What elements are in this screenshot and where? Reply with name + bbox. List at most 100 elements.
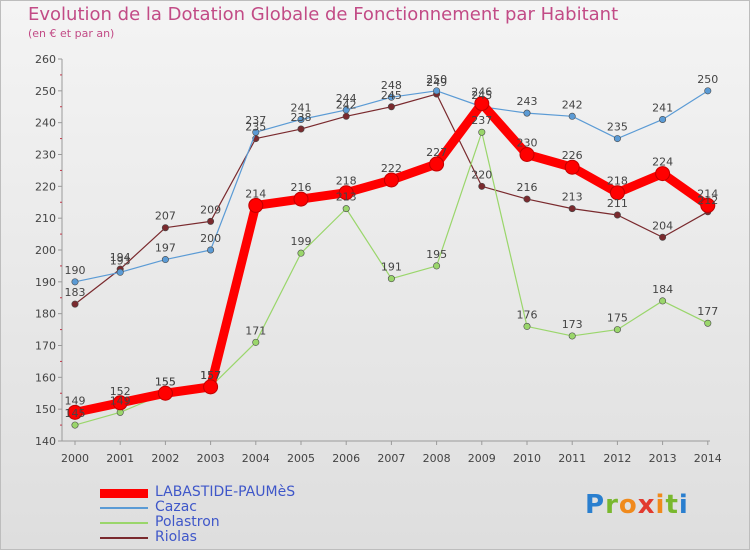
point-riolas [568,205,576,213]
data-label-cazac: 244 [336,92,357,105]
proxiti-logo: Proxiti [585,490,689,520]
x-tick-label: 2000 [61,452,89,465]
point-labastide-paum-s [67,404,83,420]
data-label-cazac: 245 [471,89,492,102]
data-label-polastron: 145 [65,407,86,420]
point-labastide-paum-s [248,197,264,213]
data-label-labastide-paum-s: 230 [517,137,538,150]
data-label-cazac: 250 [426,73,447,86]
y-tick-label: 160 [35,371,56,384]
point-labastide-paum-s [429,156,445,172]
data-label-labastide-paum-s: 149 [65,394,86,407]
x-tick-label: 2002 [151,452,179,465]
point-riolas [478,182,486,190]
point-polastron [433,262,441,270]
point-polastron [523,322,531,330]
point-labastide-paum-s [293,191,309,207]
data-label-labastide-paum-s: 214 [697,187,718,200]
point-riolas [387,103,395,111]
point-labastide-paum-s [519,147,535,162]
data-label-labastide-paum-s: 224 [652,156,673,169]
data-label-cazac: 241 [291,101,312,114]
point-labastide-paum-s [203,379,219,395]
point-labastide-paum-s [655,166,671,182]
point-labastide-paum-s [338,185,354,201]
x-tick-label: 2001 [106,452,134,465]
data-label-riolas: 242 [336,98,357,111]
series-line-labastide-paum-s [70,99,713,417]
y-tick-label: 190 [35,276,56,289]
data-label-riolas: 212 [697,194,718,207]
x-tick-label: 2010 [513,452,541,465]
x-tick-label: 2006 [332,452,360,465]
point-polastron [659,297,667,305]
data-label-polastron: 199 [291,235,312,248]
data-label-polastron: 171 [245,324,266,337]
point-cazac [342,106,350,114]
data-label-riolas: 183 [65,286,86,299]
y-tick-label: 170 [35,340,56,353]
point-cazac [523,109,531,117]
point-cazac [613,135,621,143]
data-label-cazac: 242 [562,98,583,111]
data-label-polastron: 175 [607,312,628,325]
y-tick-label: 180 [35,308,56,321]
data-label-polastron: 155 [155,375,176,388]
data-label-polastron: 195 [426,248,447,261]
legend-label-cazac: Cazac [155,499,197,515]
point-labastide-paum-s [474,96,490,112]
data-label-riolas: 249 [426,76,447,89]
data-label-polastron: 173 [562,318,583,331]
legend-label-labastide: LABASTIDE-PAUMèS [155,484,296,500]
point-cazac [704,87,712,95]
point-riolas [613,211,621,219]
data-label-polastron: 176 [517,308,538,321]
point-polastron [342,205,350,213]
data-label-cazac: 197 [155,242,176,255]
data-label-cazac: 243 [517,95,538,108]
point-cazac [207,246,215,254]
x-tick-label: 2007 [377,452,405,465]
point-polastron [613,326,621,334]
data-label-riolas: 245 [381,89,402,102]
point-cazac [387,93,395,101]
point-polastron [297,249,305,257]
data-label-cazac: 241 [652,101,673,114]
point-polastron [387,275,395,283]
point-labastide-paum-s [564,159,580,175]
x-tick-label: 2014 [694,452,722,465]
point-riolas [297,125,305,133]
legend-swatch-polastron [100,522,148,524]
y-tick-label: 230 [35,149,56,162]
point-riolas [523,195,531,203]
point-cazac [433,87,441,95]
data-label-riolas: 220 [471,168,492,181]
point-cazac [252,128,260,136]
x-tick-label: 2012 [603,452,631,465]
point-riolas [342,112,350,120]
point-cazac [297,115,305,123]
y-tick-label: 140 [35,435,56,448]
legend-swatch-labastide [100,489,148,498]
y-tick-label: 210 [35,212,56,225]
y-tick-label: 200 [35,244,56,257]
x-tick-label: 2003 [197,452,225,465]
y-tick-label: 240 [35,117,56,130]
data-label-labastide-paum-s: 246 [471,86,492,99]
point-cazac [161,256,169,264]
data-label-labastide-paum-s: 227 [426,146,447,159]
data-label-labastide-paum-s: 152 [110,385,131,398]
point-cazac [568,112,576,120]
data-label-polastron: 237 [471,114,492,127]
x-tick-label: 2005 [287,452,315,465]
point-riolas [207,217,215,225]
legend-swatch-cazac [100,507,148,509]
data-label-cazac: 193 [110,254,131,267]
point-labastide-paum-s [112,395,128,411]
point-cazac [71,278,79,286]
data-label-polastron: 149 [110,394,131,407]
point-polastron [568,332,576,340]
chart-subtitle: (en € et par an) [28,27,115,40]
data-label-polastron: 157 [200,369,221,382]
